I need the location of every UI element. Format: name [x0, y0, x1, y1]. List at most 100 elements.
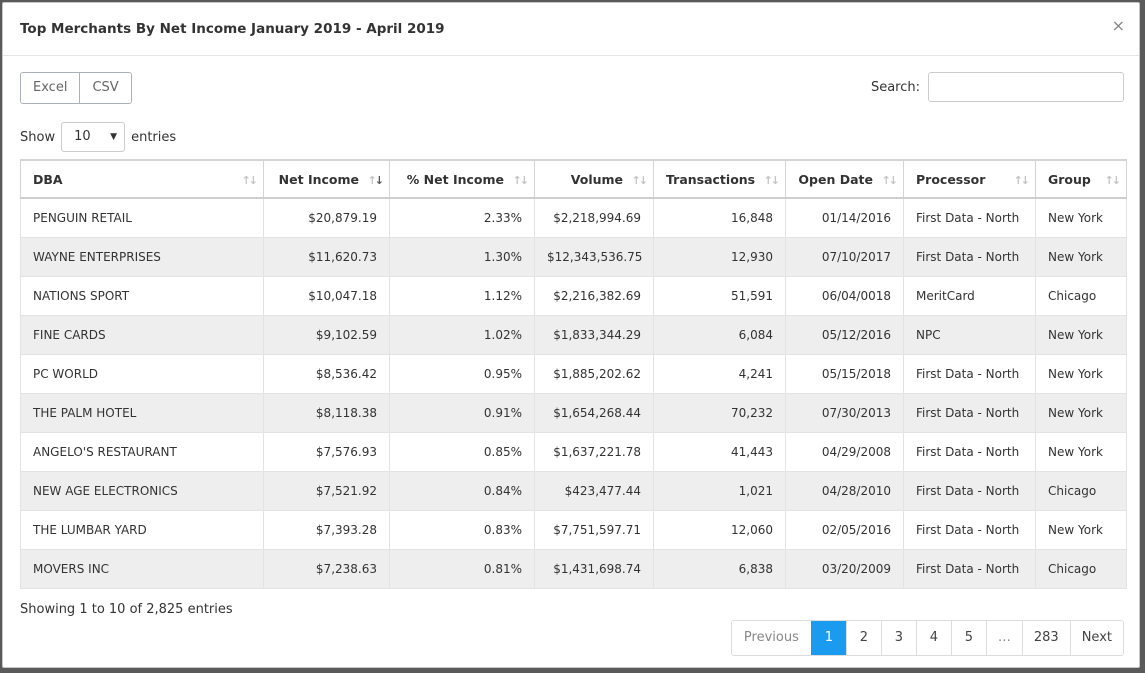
- sort-up-icon: ↑: [241, 174, 251, 187]
- sort-arrows-icon: ↑↓: [512, 174, 530, 187]
- sort-up-icon: ↑: [881, 174, 891, 187]
- cell-group: New York: [1035, 197, 1127, 238]
- previous-page-button[interactable]: Previous: [731, 621, 811, 655]
- cell-volume: $1,654,268.44: [534, 392, 654, 433]
- sort-up-icon: ↑: [763, 174, 773, 187]
- cell-dba: ANGELO'S RESTAURANT: [20, 431, 264, 472]
- excel-export-button[interactable]: Excel: [21, 73, 80, 103]
- cell-net-income: $10,047.18: [263, 275, 390, 316]
- sort-arrows-icon: ↑↓: [241, 174, 259, 187]
- cell-pct-net-income: 1.30%: [389, 236, 535, 277]
- cell-dba: PC WORLD: [20, 353, 264, 394]
- sort-arrows-icon: ↑↓: [632, 174, 649, 187]
- page-button-4[interactable]: 4: [915, 621, 951, 655]
- cell-volume: $2,218,994.69: [534, 197, 654, 238]
- cell-net-income: $7,521.92: [263, 470, 390, 511]
- sort-down-icon: ↓: [770, 174, 780, 187]
- cell-open-date: 01/14/2016: [785, 197, 904, 238]
- cell-group: New York: [1035, 392, 1127, 433]
- cell-group: Chicago: [1035, 470, 1127, 511]
- sort-down-icon: ↓: [1020, 174, 1030, 187]
- cell-processor: NPC: [903, 314, 1036, 355]
- cell-group: New York: [1035, 236, 1127, 277]
- table-row: NEW AGE ELECTRONICS $7,521.92 0.84% $423,47…: [20, 470, 1127, 511]
- cell-volume: $2,216,382.69: [534, 275, 654, 316]
- sort-arrows-icon: ↑↓: [881, 174, 899, 187]
- cell-net-income: $9,102.59: [263, 314, 390, 355]
- page-button-1[interactable]: 1: [810, 621, 846, 655]
- cell-processor: First Data - North: [903, 197, 1036, 238]
- table-row: FINE CARDS $9,102.59 1.02% $1,833,344.29 6,0…: [20, 314, 1127, 355]
- page-button-2[interactable]: 2: [845, 621, 881, 655]
- cell-pct-net-income: 0.85%: [389, 431, 535, 472]
- cell-volume: $12,343,536.75: [534, 236, 654, 277]
- cell-dba: MOVERS INC: [20, 548, 264, 589]
- column-header-label: Open Date: [798, 171, 873, 187]
- cell-open-date: 04/29/2008: [785, 431, 904, 472]
- column-header-dba[interactable]: DBA ↑↓: [20, 159, 264, 199]
- page-button-3[interactable]: 3: [880, 621, 916, 655]
- cell-dba: THE PALM HOTEL: [20, 392, 264, 433]
- cell-open-date: 07/10/2017: [785, 236, 904, 277]
- cell-open-date: 06/04/0018: [785, 275, 904, 316]
- show-label: Show: [20, 129, 56, 145]
- csv-export-button[interactable]: CSV: [79, 73, 131, 103]
- page-length-control: Show 10 ▼ entries: [20, 122, 176, 152]
- column-header-label: Volume: [570, 171, 623, 187]
- entries-per-page-select[interactable]: 10 ▼: [61, 122, 126, 152]
- export-button-group: Excel CSV: [20, 72, 132, 104]
- column-header-label: % Net Income: [406, 171, 504, 187]
- cell-pct-net-income: 0.95%: [389, 353, 535, 394]
- page-button-5[interactable]: 5: [950, 621, 986, 655]
- cell-dba: NATIONS SPORT: [20, 275, 264, 316]
- cell-net-income: $8,118.38: [263, 392, 390, 433]
- cell-dba: WAYNE ENTERPRISES: [20, 236, 264, 277]
- table-header-row: DBA ↑↓ Net Income ↑↓% Net Income ↑↓ Volume ↑↓ T…: [20, 159, 1127, 199]
- modal-header: Top Merchants By Net Income January 2019…: [3, 3, 1139, 56]
- column-header-label: DBA: [33, 171, 63, 187]
- modal-title: Top Merchants By Net Income January 2019…: [20, 21, 445, 37]
- column-header-volume[interactable]: Volume ↑↓: [534, 159, 654, 199]
- table-row: WAYNE ENTERPRISES $11,620.73 1.30% $12,343,…: [20, 236, 1127, 277]
- table-row: ANGELO'S RESTAURANT $7,576.93 0.85% $1,637,…: [20, 431, 1127, 472]
- next-page-button[interactable]: Next: [1069, 621, 1123, 655]
- search-input[interactable]: [928, 72, 1124, 102]
- close-icon[interactable]: ×: [1111, 16, 1125, 35]
- cell-group: New York: [1035, 314, 1127, 355]
- sort-up-icon: ↑: [1104, 174, 1114, 187]
- pagination-ellipsis: …: [985, 621, 1022, 655]
- cell-group: Chicago: [1035, 275, 1127, 316]
- column-header-net-income[interactable]: Net Income ↑↓: [263, 159, 390, 199]
- sort-arrows-icon: ↑↓: [368, 174, 385, 187]
- sort-arrows-icon: ↑↓: [1014, 174, 1031, 187]
- cell-volume: $7,751,597.71: [534, 509, 654, 550]
- sort-arrows-icon: ↑↓: [1104, 174, 1122, 187]
- sort-up-icon: ↑: [512, 174, 522, 187]
- sort-down-icon: ↓: [519, 174, 529, 187]
- search-area: Search:: [871, 72, 1124, 102]
- column-header-open-date[interactable]: Open Date ↑↓: [785, 159, 904, 199]
- column-header-transactions[interactable]: Transactions ↑↓: [653, 159, 786, 199]
- cell-processor: First Data - North: [903, 236, 1036, 277]
- page-button-283[interactable]: 283: [1021, 621, 1070, 655]
- cell-pct-net-income: 0.83%: [389, 509, 535, 550]
- column-header-label: Transactions: [666, 171, 756, 187]
- cell-dba: NEW AGE ELECTRONICS: [20, 470, 264, 511]
- cell-open-date: 02/05/2016: [785, 509, 904, 550]
- column-header-group[interactable]: Group ↑↓: [1035, 159, 1127, 199]
- sort-down-icon: ↓: [638, 174, 648, 187]
- sort-arrows-icon: ↑↓: [763, 174, 781, 187]
- sort-down-icon: ↓: [374, 174, 384, 187]
- cell-transactions: 51,591: [653, 275, 786, 316]
- dropdown-caret-icon: ▼: [110, 132, 118, 142]
- cell-processor: First Data - North: [903, 353, 1036, 394]
- table-row: THE PALM HOTEL $8,118.38 0.91% $1,654,268.4…: [20, 392, 1127, 433]
- column-header-label: Group: [1048, 171, 1091, 187]
- column-header-processor[interactable]: Processor ↑↓: [903, 159, 1036, 199]
- cell-group: Chicago: [1035, 548, 1127, 589]
- cell-transactions: 41,443: [653, 431, 786, 472]
- column-header-pct-net-income[interactable]: % Net Income ↑↓: [389, 159, 535, 199]
- cell-transactions: 6,838: [653, 548, 786, 589]
- cell-transactions: 6,084: [653, 314, 786, 355]
